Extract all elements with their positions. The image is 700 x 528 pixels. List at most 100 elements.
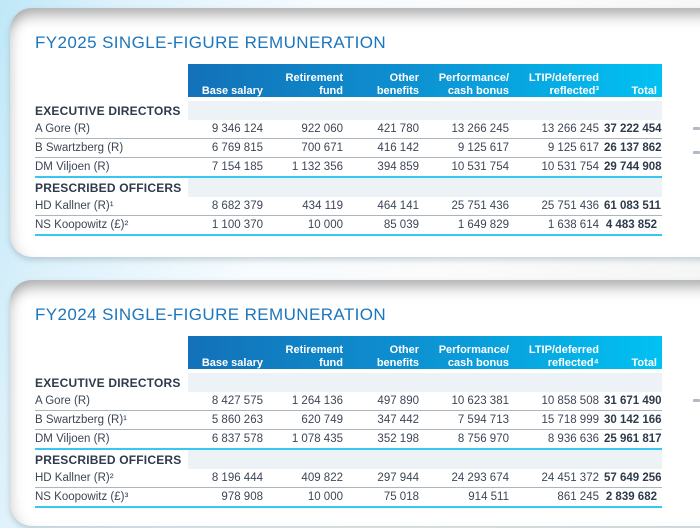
section-label-fill-cell: [268, 373, 348, 392]
row-name-cell: B Swartzberg (R)¹: [35, 414, 128, 426]
section-label-fill-cell: [348, 449, 424, 469]
value-cell: 15 718 999: [541, 414, 599, 426]
value-cell: 8 756 970: [457, 433, 509, 445]
value-cell: 9 346 124: [211, 123, 263, 135]
column-header: Other benefits: [376, 344, 419, 369]
card-content: FY2025 SINGLE-FIGURE REMUNERATION Base s…: [10, 8, 700, 236]
value-cell: 10 000: [307, 491, 343, 503]
value-cell: 352 198: [377, 433, 419, 445]
value-cell: 8 682 379: [211, 200, 263, 212]
margin-arrow-mark: [693, 399, 700, 402]
total-cell: 26 137 862: [604, 142, 662, 154]
section-label-fill-cell: [188, 373, 268, 392]
value-cell: 922 060: [301, 123, 343, 135]
value-cell: 8 427 575: [211, 395, 263, 407]
value-cell: 9 125 617: [457, 142, 509, 154]
value-cell: 620 749: [301, 414, 343, 426]
value-cell: 24 451 372: [541, 472, 599, 484]
row-name-cell: HD Kallner (R)¹: [35, 200, 114, 212]
value-cell: 1 638 614: [547, 219, 599, 231]
row-name-cell: NS Koopowitz (£)²: [35, 219, 129, 231]
column-header: Other benefits: [376, 72, 419, 97]
value-cell: 978 908: [221, 491, 263, 503]
column-header: Total: [631, 84, 657, 97]
row-name-cell: B Swartzberg (R): [35, 142, 124, 154]
value-cell: 421 780: [377, 123, 419, 135]
value-cell: 394 859: [377, 161, 419, 173]
total-cell: 37 222 454: [604, 123, 662, 135]
total-cell: 61 083 511: [604, 200, 661, 212]
section-label-row: EXECUTIVE DIRECTORS: [35, 101, 662, 120]
value-cell: 6 837 578: [211, 433, 263, 445]
section-label-fill-cell: [348, 101, 424, 120]
card-content: FY2024 SINGLE-FIGURE REMUNERATION Base s…: [10, 280, 700, 508]
table-row: DM Viljoen (R) 7 154 185 1 132 356 394 859 1…: [35, 158, 662, 177]
section-label-fill-cell: [188, 101, 268, 120]
value-cell: 7 154 185: [211, 161, 263, 173]
column-header: Retirement fund: [285, 344, 343, 369]
section-label-row: PRESCRIBED OFFICERS: [35, 449, 662, 469]
value-cell: 9 125 617: [547, 142, 599, 154]
value-cell: 10 000: [307, 219, 343, 231]
value-cell: 1 132 356: [291, 161, 343, 173]
section-label-fill-cell: [268, 101, 348, 120]
table-row: A Gore (R) 9 346 124 922 060 421 780 13 266 …: [35, 120, 662, 139]
value-cell: 7 594 713: [457, 414, 509, 426]
value-cell: 464 141: [377, 200, 419, 212]
header-row: Base salary Retirement fund Other benefits…: [35, 336, 662, 373]
total-cell: 29 744 908: [604, 161, 662, 173]
header-row: Base salary Retirement fund Other benefits…: [35, 64, 662, 101]
value-cell: 1 100 370: [211, 219, 263, 231]
section-label-row: EXECUTIVE DIRECTORS: [35, 373, 662, 392]
value-cell: 25 751 436: [451, 200, 509, 212]
table-row: DM Viljoen (R) 6 837 578 1 078 435 352 198 8…: [35, 430, 662, 449]
value-cell: 1 264 136: [291, 395, 343, 407]
value-cell: 1 649 829: [457, 219, 509, 231]
column-header: Base salary: [201, 356, 263, 369]
section-label-fill-cell: [514, 373, 604, 392]
section-label-fill-cell: [424, 177, 514, 197]
total-cell: 25 961 817: [604, 433, 662, 445]
section-label-fill-cell: [348, 177, 424, 197]
section-label: PRESCRIBED OFFICERS: [35, 181, 182, 195]
section-label: EXECUTIVE DIRECTORS: [35, 376, 181, 390]
value-cell: 8 196 444: [211, 472, 263, 484]
total-cell: 2 839 682: [605, 491, 657, 503]
fy2025-remuneration-card: FY2025 SINGLE-FIGURE REMUNERATION Base s…: [10, 8, 700, 257]
value-cell: 416 142: [377, 142, 419, 154]
section-label-fill-cell: [188, 177, 268, 197]
column-header: Base salary: [201, 84, 263, 97]
table-header-band: [188, 336, 662, 369]
value-cell: 10 531 754: [541, 161, 599, 173]
margin-arrow-mark: [693, 151, 700, 154]
section-label-fill-cell: [604, 177, 662, 197]
section-label-fill-cell: [514, 177, 604, 197]
fy2024-title: FY2024 SINGLE-FIGURE REMUNERATION: [35, 305, 387, 324]
name-column-header: [35, 64, 188, 101]
value-cell: 1 078 435: [291, 433, 343, 445]
value-cell: 85 039: [383, 219, 419, 231]
name-column-header: [35, 336, 188, 373]
margin-arrow-mark: [693, 127, 700, 130]
row-name-cell: A Gore (R): [35, 395, 90, 407]
value-cell: 409 822: [301, 472, 343, 484]
value-cell: 10 623 381: [451, 395, 509, 407]
value-cell: 297 944: [377, 472, 419, 484]
table-row: B Swartzberg (R)¹ 5 860 263 620 749 347 442…: [35, 411, 662, 430]
table-row: NS Koopowitz (£)² 1 100 370 10 000 85 039 1 …: [35, 216, 662, 235]
value-cell: 8 936 636: [547, 433, 599, 445]
column-header: LTIP/deferred reflected³: [528, 72, 599, 97]
row-name-cell: DM Viljoen (R): [35, 433, 110, 445]
table-row: B Swartzberg (R) 6 769 815 700 671 416 142 9…: [35, 139, 662, 158]
row-name-cell: DM Viljoen (R): [35, 161, 110, 173]
section-label-fill-cell: [424, 101, 514, 120]
section-label-fill-cell: [604, 101, 662, 120]
row-name-cell: HD Kallner (R)²: [35, 472, 114, 484]
column-header: Total: [631, 356, 657, 369]
value-cell: 861 245: [557, 491, 599, 503]
section-label-fill-cell: [604, 373, 662, 392]
table-row: NS Koopowitz (£)³ 978 908 10 000 75 018 914 …: [35, 488, 662, 507]
table-row: HD Kallner (R)¹ 8 682 379 434 119 464 141 25…: [35, 197, 662, 216]
total-cell: 4 483 852: [605, 219, 657, 231]
